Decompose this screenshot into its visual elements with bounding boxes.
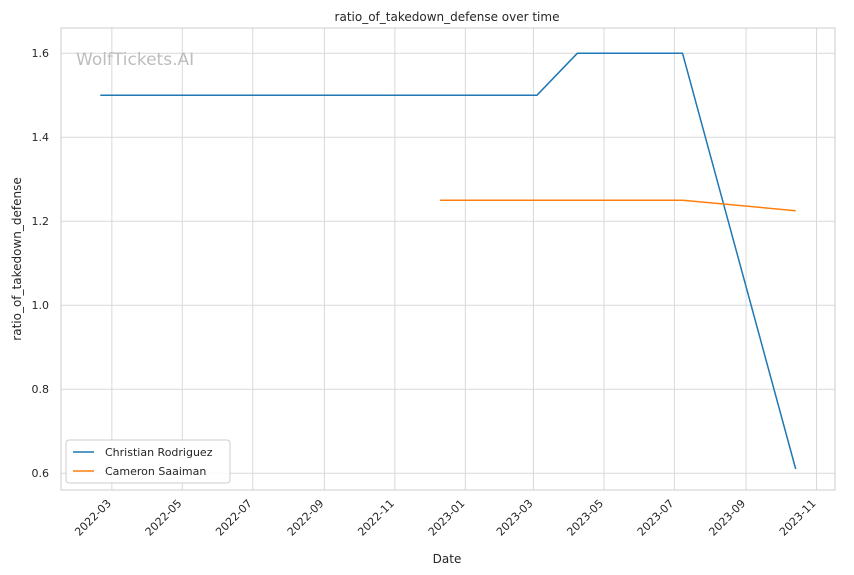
x-axis-label: Date bbox=[433, 552, 462, 566]
x-tick-label: 2022-09 bbox=[285, 497, 327, 539]
x-tick-label: 2022-07 bbox=[213, 497, 255, 539]
legend-entry-label: Cameron Saaiman bbox=[105, 465, 206, 478]
x-tick-label: 2023-09 bbox=[706, 497, 748, 539]
y-tick-label: 1.2 bbox=[32, 215, 50, 228]
series-line-1 bbox=[439, 199, 796, 212]
x-tick-label: 2022-03 bbox=[72, 497, 114, 539]
legend-entry-label: Christian Rodriguez bbox=[105, 446, 213, 459]
y-axis-label: ratio_of_takedown_defense bbox=[10, 177, 24, 340]
x-tick-label: 2022-05 bbox=[143, 497, 185, 539]
y-tick-label: 0.6 bbox=[32, 467, 50, 480]
y-tick-label: 1.4 bbox=[32, 131, 50, 144]
legend: Christian Rodriguez Cameron Saaiman bbox=[65, 439, 231, 484]
x-tick-label: 2023-05 bbox=[564, 497, 606, 539]
series-group bbox=[100, 52, 797, 470]
y-tick-label: 1.0 bbox=[32, 299, 50, 312]
x-tick-label: 2023-11 bbox=[777, 497, 819, 539]
series-line-0 bbox=[100, 52, 797, 470]
y-tick-label: 0.8 bbox=[32, 383, 50, 396]
watermark: WolfTickets.AI bbox=[76, 50, 194, 70]
y-tick-label: 1.6 bbox=[32, 47, 50, 60]
x-tick-label: 2022-11 bbox=[355, 497, 397, 539]
grid bbox=[61, 28, 835, 490]
x-tick-label: 2023-03 bbox=[494, 497, 536, 539]
legend-frame bbox=[65, 439, 231, 484]
plot-area-frame bbox=[60, 27, 836, 491]
x-tick-label: 2023-07 bbox=[635, 497, 677, 539]
chart-title: ratio_of_takedown_defense over time bbox=[335, 10, 560, 24]
x-tick-label: 2023-01 bbox=[426, 497, 468, 539]
